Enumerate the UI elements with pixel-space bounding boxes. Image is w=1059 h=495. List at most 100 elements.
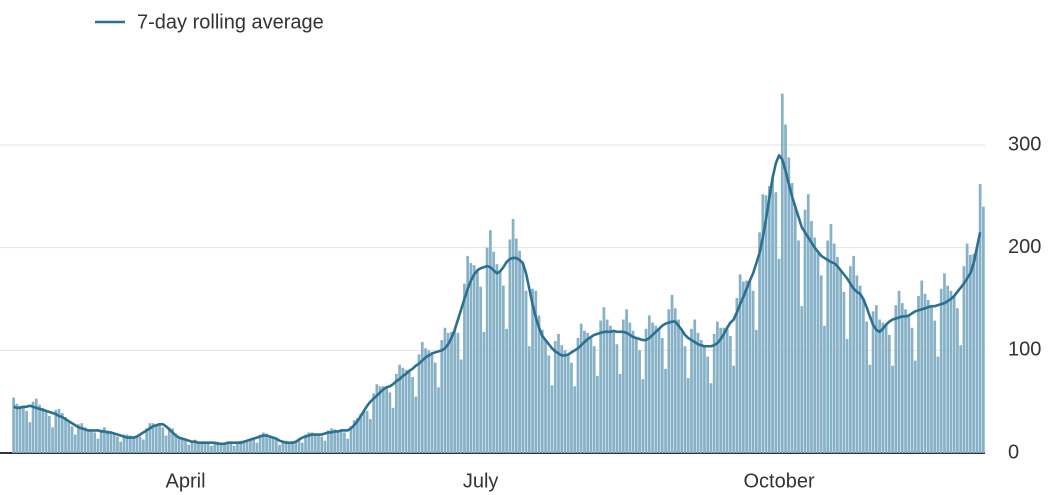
bar: [767, 186, 771, 453]
bar: [511, 218, 515, 453]
bar: [962, 266, 966, 453]
bar: [245, 439, 249, 453]
bar: [959, 345, 963, 453]
bar: [579, 323, 583, 453]
legend-label: 7-day rolling average: [137, 11, 324, 33]
bar: [479, 286, 483, 453]
bar: [261, 432, 265, 453]
bar: [540, 329, 544, 453]
bar: [313, 433, 317, 453]
bar: [476, 270, 479, 453]
bar: [381, 386, 385, 453]
bar: [816, 251, 820, 453]
bar: [213, 441, 217, 453]
bar: [771, 177, 774, 454]
bar: [54, 409, 58, 453]
bar: [278, 444, 281, 453]
bar: [210, 445, 213, 453]
bar: [917, 295, 920, 453]
bar: [900, 303, 904, 453]
bar: [151, 423, 155, 453]
bar: [949, 290, 953, 453]
bar: [67, 421, 71, 453]
bar: [417, 354, 421, 453]
bar: [106, 430, 110, 453]
bar: [21, 406, 25, 453]
bar: [369, 419, 372, 453]
y-tick-label: 200: [1008, 236, 1041, 258]
bar: [70, 426, 74, 453]
bar: [573, 386, 577, 453]
bar: [343, 432, 346, 453]
bar: [167, 427, 171, 453]
bar: [680, 329, 684, 453]
bar: [852, 255, 856, 453]
bar: [236, 441, 239, 453]
bar: [800, 306, 804, 453]
bar: [693, 319, 697, 453]
bar: [38, 404, 41, 453]
x-tick-label: April: [166, 470, 206, 492]
bar: [174, 433, 178, 453]
bar: [437, 387, 440, 453]
bar: [570, 362, 573, 453]
bar: [184, 440, 187, 453]
bar: [930, 306, 933, 453]
bar: [956, 308, 959, 453]
bar: [563, 350, 567, 453]
bar: [317, 434, 320, 453]
bar: [99, 429, 103, 453]
bar: [472, 265, 476, 453]
bar: [862, 299, 865, 453]
bar: [223, 443, 226, 453]
bar: [398, 364, 401, 453]
bar: [411, 377, 414, 453]
x-tick-label: October: [743, 470, 814, 492]
bar: [524, 290, 528, 453]
bar: [274, 439, 278, 453]
line: [13, 153, 982, 446]
bar: [716, 321, 719, 453]
bar: [868, 364, 872, 453]
bar: [589, 336, 593, 453]
bar: [881, 322, 885, 453]
bar: [826, 240, 830, 453]
bar: [813, 237, 817, 453]
bar: [855, 275, 859, 453]
y-tick-label: 0: [1008, 441, 1019, 463]
bar: [171, 428, 174, 453]
bar: [975, 247, 979, 453]
bar: [200, 441, 204, 453]
bar: [897, 290, 901, 453]
bar: [884, 324, 888, 453]
bar: [599, 320, 603, 453]
bar: [660, 338, 664, 453]
bar: [154, 424, 158, 453]
bar: [430, 353, 434, 453]
bar: [845, 339, 849, 453]
bar: [936, 356, 940, 453]
bar: [193, 439, 197, 453]
bar: [119, 441, 123, 453]
bar: [375, 384, 379, 453]
bar: [622, 319, 625, 453]
bar: [407, 370, 411, 453]
bar: [187, 444, 191, 453]
bar: [586, 332, 590, 453]
bar: [913, 360, 917, 453]
bar: [304, 434, 307, 453]
bar: [670, 294, 674, 453]
bar: [952, 295, 956, 453]
bar: [790, 183, 794, 453]
bar: [365, 410, 369, 453]
bar: [566, 354, 570, 453]
bar: [44, 410, 48, 453]
bar: [109, 431, 113, 453]
bar: [77, 424, 80, 453]
bar: [683, 346, 687, 453]
bar: [206, 443, 210, 453]
bar: [547, 355, 551, 453]
bar: [712, 333, 716, 453]
bar: [433, 362, 437, 453]
